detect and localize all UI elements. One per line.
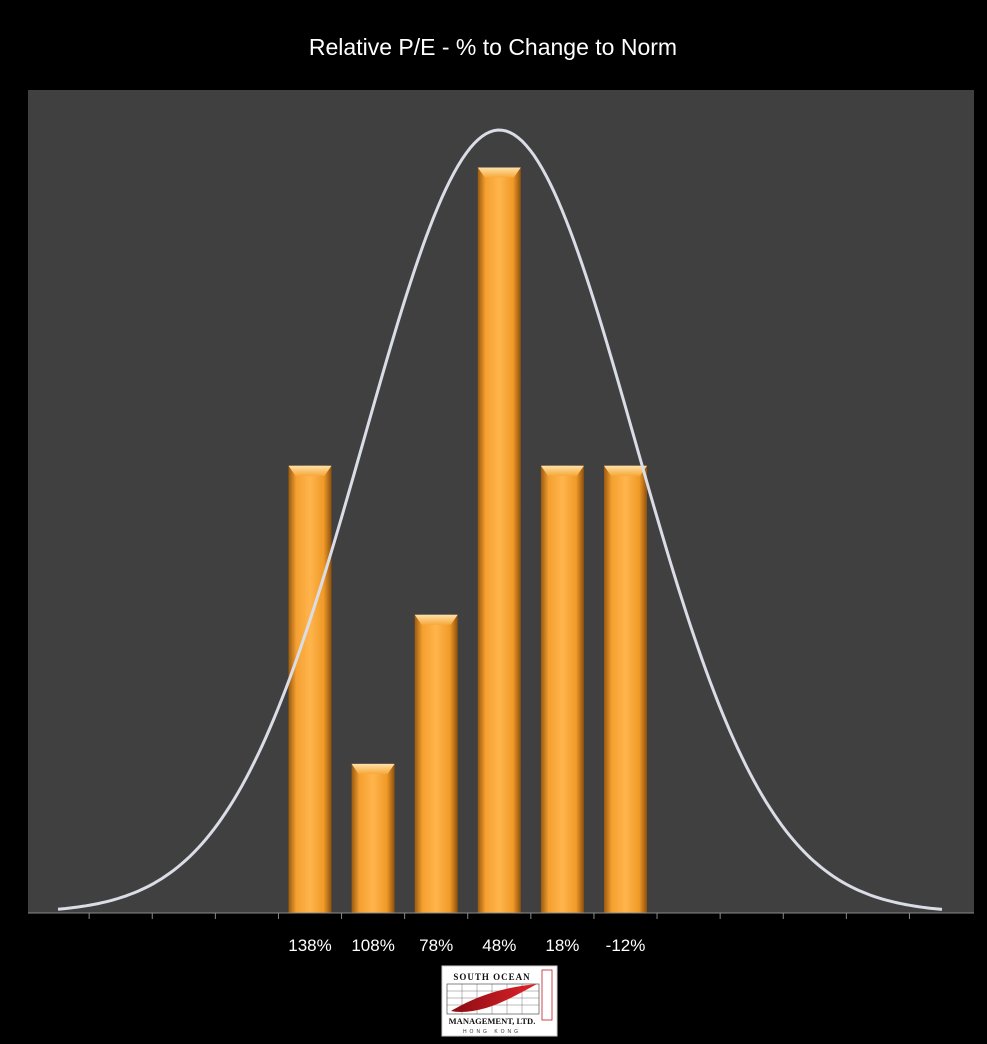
company-logo: SOUTH OCEAN MANAGEMENT, LTD. HONG KONG	[441, 965, 558, 1037]
x-axis-ticks	[88, 913, 910, 919]
x-axis-tick-labels: 138% 108% 78% 48% 18% -12%	[288, 936, 645, 955]
logo-line2: MANAGEMENT, LTD.	[449, 1016, 536, 1026]
bar	[477, 167, 521, 913]
bars-layer	[288, 167, 647, 913]
bar	[414, 614, 458, 913]
x-tick-label: 138%	[288, 936, 331, 955]
bar	[351, 763, 395, 913]
x-tick-label: 18%	[545, 936, 579, 955]
x-tick-label: 78%	[419, 936, 453, 955]
logo-line1: SOUTH OCEAN	[453, 972, 530, 982]
x-tick-label: 108%	[351, 936, 394, 955]
chart-title: Relative P/E - % to Change to Norm	[309, 34, 677, 60]
bar	[540, 465, 584, 913]
logo-grid-graphic	[446, 983, 540, 1015]
logo-line3: HONG KONG	[463, 1029, 521, 1035]
x-tick-label: 48%	[482, 936, 516, 955]
x-tick-label: -12%	[606, 936, 646, 955]
logo-swoosh	[451, 984, 537, 1012]
bar	[288, 465, 332, 913]
normal-curve	[57, 128, 943, 911]
logo-chinese-characters	[541, 969, 553, 1021]
bar	[604, 465, 647, 913]
